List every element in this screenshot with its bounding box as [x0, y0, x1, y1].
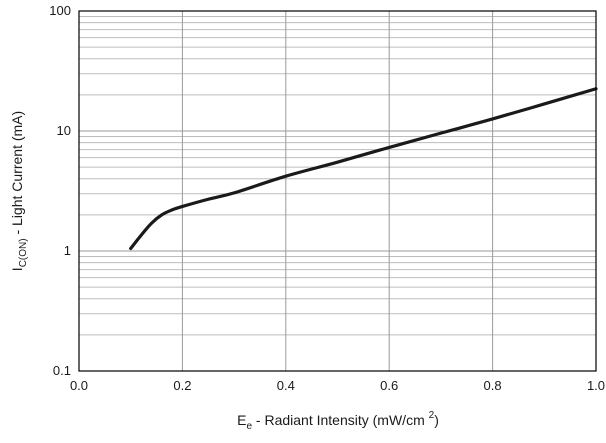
- y-tick-labels: 0.1 1 10 100: [49, 3, 71, 378]
- y-tick-label: 100: [49, 3, 71, 18]
- plot-frame: [78, 10, 597, 372]
- y-axis-label-text: - Light Current (mA): [9, 111, 25, 239]
- x-axis-label-superscript: 2: [429, 410, 435, 421]
- series-line: [129, 87, 598, 251]
- x-tick-label: 0.0: [70, 378, 88, 393]
- x-axis-label-main: E: [237, 412, 246, 428]
- x-tick-label: 0.6: [380, 378, 398, 393]
- y-tick-label: 1: [64, 243, 71, 258]
- x-tick-label: 0.8: [484, 378, 502, 393]
- x-tick-label: 1.0: [587, 378, 605, 393]
- y-axis-label-main: I: [9, 267, 25, 271]
- x-axis-label-text: - Radiant Intensity (mW/cm: [252, 412, 429, 428]
- x-axis-label-subscript: e: [246, 421, 252, 432]
- x-tick-label: 0.4: [277, 378, 295, 393]
- grid: [78, 10, 597, 372]
- x-tick-labels: 0.0 0.2 0.4 0.6 0.8 1.0: [70, 378, 605, 393]
- y-tick-label: 0.1: [53, 363, 71, 378]
- y-tick-label: 10: [57, 123, 71, 138]
- x-axis-label-end: ): [434, 412, 439, 428]
- y-axis-label: IC(ON) - Light Current (mA): [9, 111, 29, 271]
- x-axis-label: Ee - Radiant Intensity (mW/cm 2): [237, 410, 439, 432]
- y-axis-label-subscript: C(ON): [18, 238, 29, 267]
- x-tick-label: 0.2: [173, 378, 191, 393]
